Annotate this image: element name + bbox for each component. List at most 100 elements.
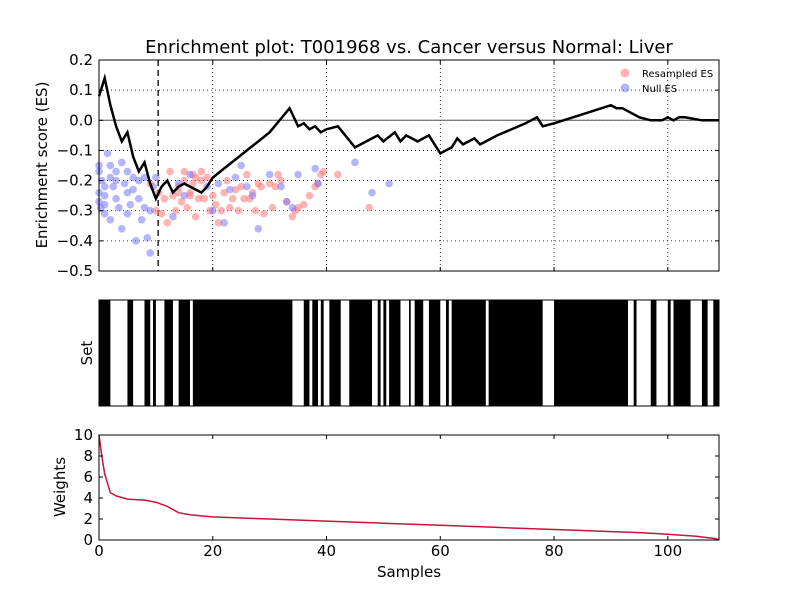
x-tick-label: 40: [317, 542, 336, 560]
null-point: [115, 203, 123, 212]
resampled-point: [220, 188, 228, 197]
weights-x-ticks: 0 20 40 60 80 100: [94, 435, 682, 560]
resampled-point: [265, 179, 274, 188]
weights-y-tick-label: 8: [83, 447, 93, 465]
weights-frame: [98, 434, 720, 541]
resampled-point: [203, 173, 211, 182]
null-point: [146, 249, 154, 257]
resampled-point: [365, 203, 373, 212]
null-point: [282, 197, 291, 206]
resampled-point: [305, 191, 314, 200]
resampled-point: [226, 203, 234, 212]
enrichment-y-ticks: 0.2 0.1 0.0 −0.1 −0.2 −0.3 −0.4 −0.5: [57, 51, 719, 280]
null-point: [368, 188, 376, 197]
set-bar: [198, 300, 293, 406]
y-tick-label: −0.2: [57, 172, 93, 190]
resampled-point: [171, 206, 180, 215]
weights-y-tick-label: 0: [83, 531, 93, 549]
null-point: [294, 170, 302, 179]
resampled-point: [211, 200, 220, 209]
null-point: [120, 179, 129, 188]
resampled-point: [169, 191, 177, 200]
null-point: [226, 185, 234, 194]
null-point: [135, 176, 143, 185]
set-bar: [633, 300, 637, 406]
null-point: [277, 182, 285, 191]
set-bar: [445, 300, 449, 406]
y-tick-label: 0.1: [69, 81, 93, 99]
resampled-point: [334, 170, 342, 179]
resampled-point: [191, 212, 200, 221]
set-y-label: Set: [78, 341, 96, 366]
weights-y-label: Weights: [51, 457, 69, 517]
null-point: [129, 185, 137, 194]
y-tick-label: −0.3: [57, 202, 93, 220]
resampled-point: [177, 197, 186, 206]
chart-title: Enrichment plot: T001968 vs. Cancer vers…: [145, 37, 673, 58]
set-frame: [98, 299, 720, 407]
null-point: [112, 176, 120, 185]
set-bar: [414, 300, 424, 406]
null-point: [265, 170, 274, 179]
legend-resampled-label: Resampled ES: [642, 69, 713, 80]
resampled-point: [189, 179, 197, 188]
resampled-point: [160, 194, 169, 203]
set-bar: [389, 300, 401, 406]
y-tick-label: −0.1: [57, 141, 93, 159]
null-point: [243, 182, 251, 191]
resampled-point: [277, 176, 285, 185]
set-bar: [428, 300, 441, 406]
set-barcode: [99, 300, 719, 406]
weights-y-tick-label: 2: [83, 510, 93, 528]
null-point: [220, 218, 228, 227]
resampled-point: [180, 167, 189, 176]
weights-y-ticks: 0 2 4 6 8 10: [74, 426, 719, 549]
null-point: [314, 179, 322, 188]
null-point: [214, 179, 223, 188]
set-bar: [329, 300, 341, 406]
legend-resampled-marker: [620, 68, 630, 78]
null-point: [112, 194, 120, 203]
null-point: [132, 237, 140, 245]
null-point: [129, 173, 137, 182]
x-tick-label: 20: [203, 542, 222, 560]
null-point: [140, 203, 149, 212]
resampled-point: [271, 182, 280, 191]
resampled-point: [234, 206, 243, 215]
null-point: [103, 149, 112, 158]
resampled-point: [288, 212, 297, 221]
null-point: [140, 173, 149, 182]
resampled-point: [200, 194, 209, 203]
weights-line: [98, 434, 720, 541]
null-point: [248, 191, 257, 200]
resampled-point: [191, 173, 200, 182]
null-point: [100, 182, 109, 191]
weights-y-tick-label: 6: [83, 468, 93, 486]
null-point: [100, 209, 109, 218]
null-point: [146, 206, 154, 215]
resampled-point: [237, 182, 246, 191]
legend-null-label: Null ES: [642, 84, 677, 95]
resampled-point: [231, 185, 240, 194]
set-bar: [554, 300, 628, 406]
set-bar: [650, 300, 657, 406]
y-tick-label: 0.2: [69, 51, 93, 69]
null-point: [311, 164, 319, 173]
resampled-point: [228, 194, 237, 203]
null-point: [152, 173, 160, 182]
x-tick-label: 0: [94, 542, 104, 560]
null-point: [231, 173, 240, 182]
null-point: [117, 158, 126, 167]
es-curve: [97, 73, 719, 202]
resampled-point: [274, 170, 282, 179]
weights-y-tick-label: 4: [83, 489, 93, 507]
resampled-point: [174, 188, 183, 197]
resampled-point: [163, 218, 172, 227]
set-bar: [451, 300, 486, 406]
resampled-point: [214, 218, 223, 227]
null-point: [123, 188, 132, 197]
null-point: [112, 167, 120, 176]
legend-null-marker: [620, 83, 630, 93]
